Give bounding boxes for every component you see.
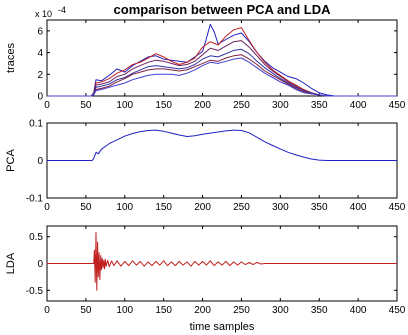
x-tick-label: 250 [233, 202, 250, 213]
series-line-1 [47, 231, 397, 291]
x-tick-label: 150 [155, 305, 172, 316]
y-tick-label: -0.1 [26, 194, 44, 205]
exponent-base: x 10 [35, 9, 52, 19]
x-axis-label: time samples [190, 321, 255, 333]
y-axis-label: LDA [5, 252, 17, 274]
y-axis-label: traces [5, 43, 17, 73]
x-tick-label: 0 [44, 305, 50, 316]
x-tick-label: 350 [311, 100, 328, 111]
x-tick-label: 450 [389, 202, 406, 213]
y-axis-label: PCA [5, 149, 17, 172]
x-tick-label: 100 [116, 305, 133, 316]
series-line-5 [47, 54, 397, 97]
x-tick-label: 50 [80, 305, 92, 316]
x-tick-label: 400 [350, 305, 367, 316]
x-tick-label: 150 [155, 100, 172, 111]
y-tick-label: 0.1 [29, 119, 43, 130]
x-tick-label: 350 [311, 202, 328, 213]
x-tick-label: 300 [272, 305, 289, 316]
y-tick-label: 2 [37, 70, 43, 81]
series-line-3 [47, 40, 397, 97]
y-tick-label: 0.5 [29, 232, 43, 243]
series-line-6 [47, 57, 397, 97]
x-tick-label: 400 [350, 100, 367, 111]
x-tick-label: 250 [233, 305, 250, 316]
y-tick-label: 4 [37, 48, 43, 59]
x-tick-label: 200 [194, 202, 211, 213]
y-tick-label: 6 [37, 26, 43, 37]
x-tick-label: 450 [389, 305, 406, 316]
x-tick-label: 300 [272, 202, 289, 213]
x-tick-label: 50 [80, 100, 92, 111]
y-tick-label: -0.5 [26, 286, 44, 297]
series-line-2 [47, 27, 397, 97]
y-tick-label: 0 [37, 259, 43, 270]
x-tick-label: 200 [194, 100, 211, 111]
series-line-1 [47, 23, 397, 97]
panels-group: 0 50 100 150 200 250 300 350 400 450 0 2 4 6 traces x 1… [5, 5, 406, 316]
series-line-1 [47, 129, 397, 161]
x-tick-label: 350 [311, 305, 328, 316]
x-tick-label: 300 [272, 100, 289, 111]
x-tick-label: 450 [389, 100, 406, 111]
panel-1: 0 50 100 150 200 250 300 350 400 450 0 2 4 6 traces x 1… [5, 5, 406, 111]
exponent-power: -4 [58, 5, 66, 15]
x-tick-label: 400 [350, 202, 367, 213]
y-tick-label: 0 [37, 92, 43, 103]
x-tick-label: 200 [194, 305, 211, 316]
figure-title: comparison between PCA and LDA [114, 2, 332, 17]
x-tick-label: 250 [233, 100, 250, 111]
series-line-4 [47, 48, 397, 97]
x-tick-label: 0 [44, 100, 50, 111]
x-tick-label: 0 [44, 202, 50, 213]
y-tick-label: 0 [37, 156, 43, 167]
x-tick-label: 150 [155, 202, 172, 213]
x-tick-label: 50 [80, 202, 92, 213]
x-tick-label: 100 [116, 202, 133, 213]
x-tick-label: 100 [116, 100, 133, 111]
